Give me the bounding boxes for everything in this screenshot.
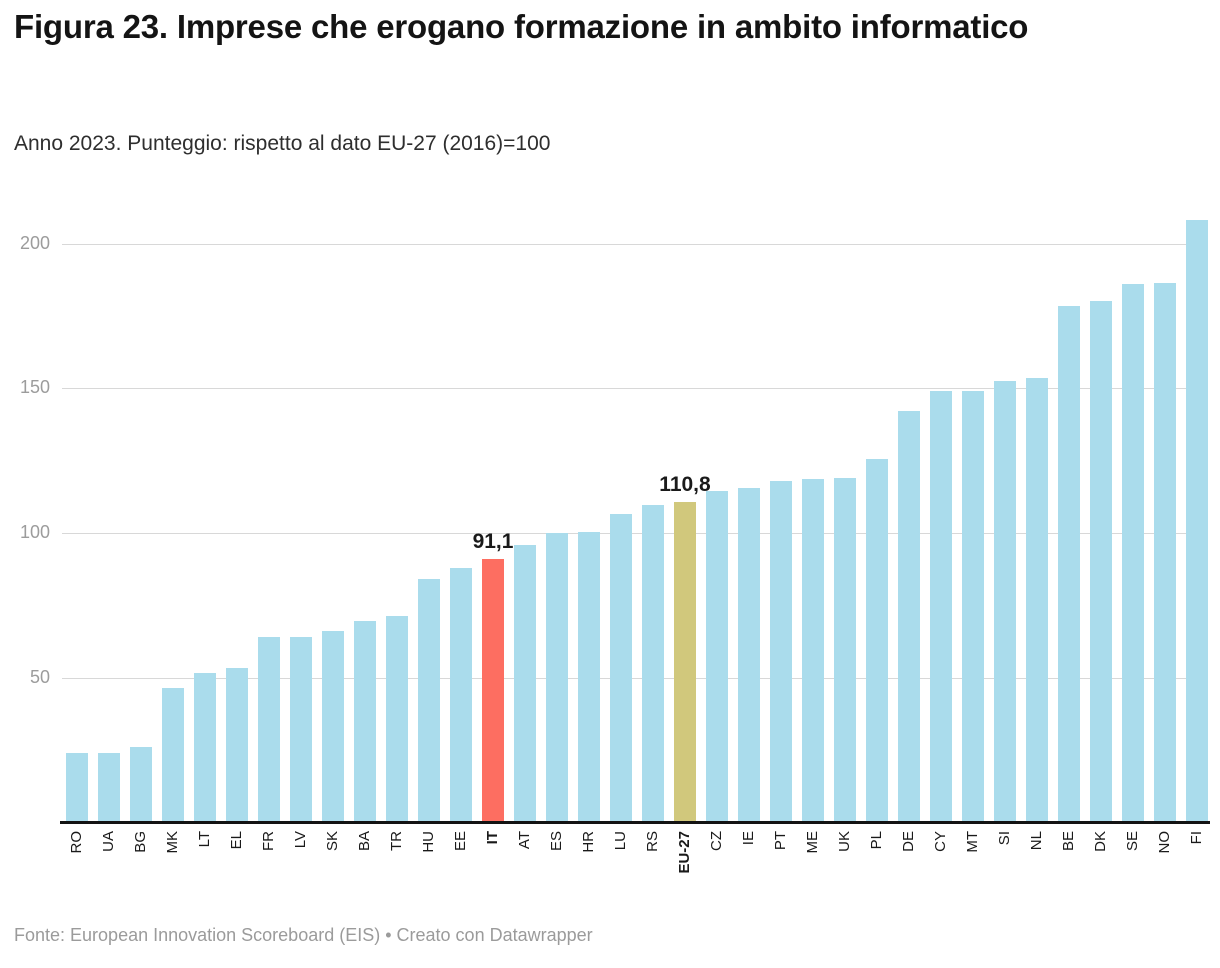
bar-BE[interactable]	[1058, 305, 1080, 823]
x-label-AT: AT	[516, 831, 533, 850]
bar-UA[interactable]	[98, 753, 120, 823]
bar-SE[interactable]	[1122, 284, 1144, 823]
x-label-DK: DK	[1092, 831, 1109, 852]
x-label-MT: MT	[964, 831, 981, 853]
bar-PT[interactable]	[770, 480, 792, 823]
x-label-ME: ME	[804, 831, 821, 854]
x-label-NO: NO	[1156, 831, 1173, 854]
x-label-SE: SE	[1124, 831, 1141, 852]
x-label-BE: BE	[1060, 831, 1077, 852]
x-label-ES: ES	[548, 831, 565, 852]
bar-RS[interactable]	[642, 505, 664, 823]
bar-IT[interactable]	[482, 558, 504, 823]
x-label-TR: TR	[388, 831, 405, 851]
chart-subtitle: Anno 2023. Punteggio: rispetto al dato E…	[14, 132, 551, 155]
bar-SI[interactable]	[994, 381, 1016, 823]
bar-LT[interactable]	[194, 673, 216, 823]
x-label-LV: LV	[292, 831, 309, 849]
x-label-MK: MK	[164, 831, 181, 854]
x-label-HR: HR	[580, 831, 597, 853]
bar-LU[interactable]	[610, 514, 632, 823]
x-label-RS: RS	[644, 831, 661, 852]
bar-DE[interactable]	[898, 411, 920, 823]
x-label-SI: SI	[996, 831, 1013, 846]
x-label-RO: RO	[68, 831, 85, 854]
x-label-UK: UK	[836, 831, 853, 852]
bar-BG[interactable]	[130, 747, 152, 823]
bar-FR[interactable]	[258, 637, 280, 823]
x-label-IE: IE	[740, 831, 757, 846]
bar-HR[interactable]	[578, 531, 600, 823]
x-label-NL: NL	[1028, 831, 1045, 851]
bar-RO[interactable]	[66, 753, 88, 823]
bar-AT[interactable]	[514, 544, 536, 823]
value-label-IT: 91,1	[472, 529, 514, 553]
bar-IE[interactable]	[738, 488, 760, 823]
x-label-EE: EE	[452, 831, 469, 852]
bar-NL[interactable]	[1026, 378, 1048, 823]
x-label-DE: DE	[900, 831, 917, 852]
gridline-50	[62, 677, 1208, 679]
bar-HU[interactable]	[418, 579, 440, 823]
bar-BA[interactable]	[354, 621, 376, 823]
bar-DK[interactable]	[1090, 301, 1112, 823]
x-label-HU: HU	[420, 831, 437, 853]
y-tick-200: 200	[19, 232, 50, 253]
gridline-150	[62, 388, 1208, 390]
bar-ES[interactable]	[546, 533, 568, 823]
bar-CZ[interactable]	[706, 491, 728, 823]
bar-SK[interactable]	[322, 631, 344, 823]
footer-credit: Fonte: European Innovation Scoreboard (E…	[14, 925, 593, 945]
bar-LV[interactable]	[290, 637, 312, 823]
bar-EL[interactable]	[226, 667, 248, 823]
y-tick-50: 50	[29, 666, 50, 687]
x-label-LU: LU	[612, 831, 629, 851]
gridline-100	[62, 533, 1208, 534]
x-label-UA: UA	[100, 831, 117, 852]
x-label-EU-27: EU-27	[676, 831, 693, 874]
gridline-200	[62, 243, 1208, 245]
bar-MK[interactable]	[162, 687, 184, 823]
y-tick-100: 100	[19, 522, 50, 542]
bar-UK[interactable]	[834, 477, 856, 823]
chart-title: Figura 23. Imprese che erogano formazion…	[14, 8, 1029, 45]
bar-CY[interactable]	[930, 391, 952, 823]
y-tick-150: 150	[19, 377, 50, 398]
x-label-FR: FR	[260, 831, 277, 851]
value-label-EU-27: 110,8	[659, 472, 711, 496]
x-label-BA: BA	[356, 831, 373, 852]
bar-FI[interactable]	[1186, 220, 1208, 823]
bar-ME[interactable]	[802, 479, 824, 823]
x-label-BG: BG	[132, 831, 149, 853]
x-label-EL: EL	[228, 831, 245, 850]
bar-NO[interactable]	[1154, 282, 1176, 823]
x-label-PL: PL	[868, 831, 885, 850]
x-label-CZ: CZ	[708, 831, 725, 851]
bar-EU-27[interactable]	[674, 501, 696, 823]
x-label-CY: CY	[932, 831, 949, 852]
x-label-LT: LT	[196, 831, 213, 848]
x-label-PT: PT	[772, 831, 789, 851]
bar-MT[interactable]	[962, 391, 984, 823]
x-label-FI: FI	[1188, 831, 1205, 845]
x-axis-line	[60, 821, 1210, 824]
x-label-IT: IT	[484, 831, 501, 845]
bar-PL[interactable]	[866, 459, 888, 823]
x-label-SK: SK	[324, 831, 341, 852]
bar-TR[interactable]	[386, 615, 408, 823]
bar-EE[interactable]	[450, 567, 472, 823]
